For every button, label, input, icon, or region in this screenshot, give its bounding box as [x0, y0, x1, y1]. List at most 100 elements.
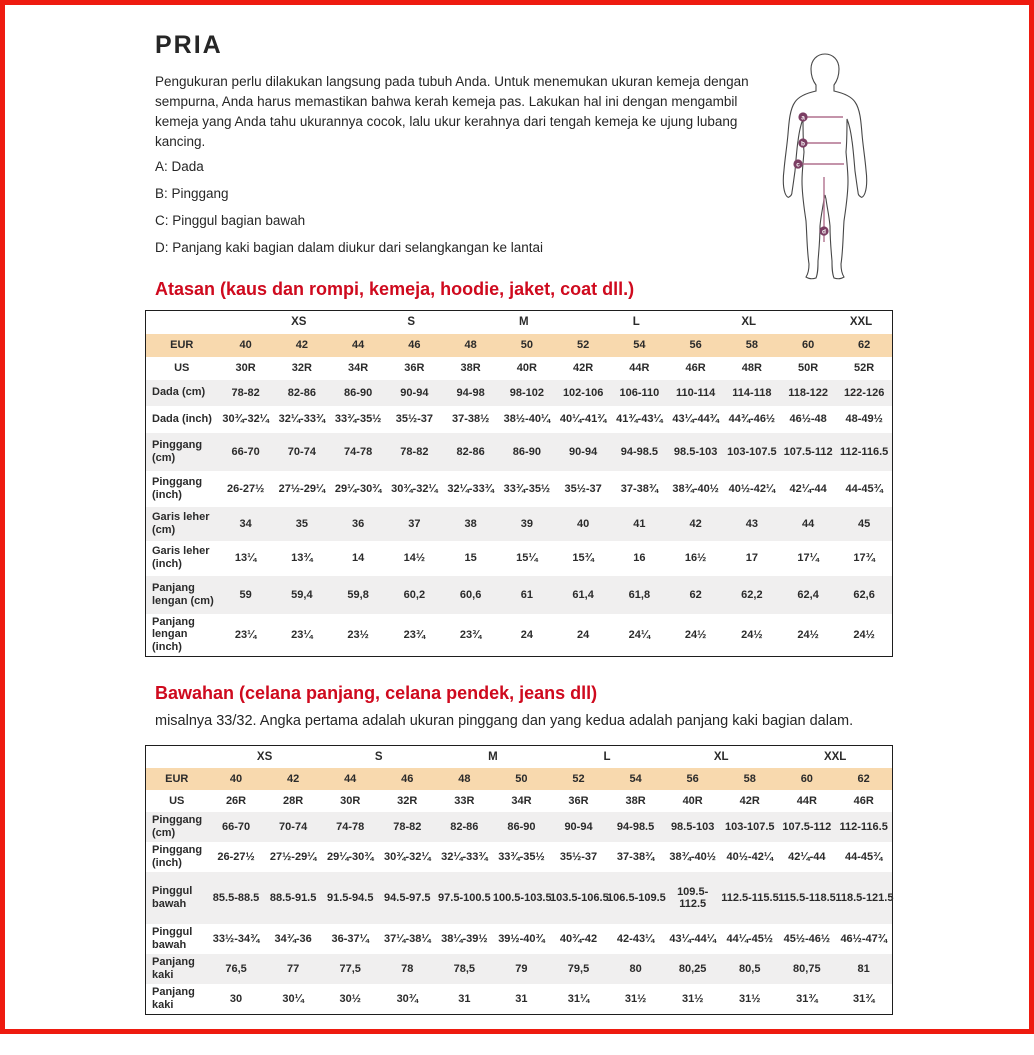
eur-size-value: 54	[607, 767, 665, 790]
measurement-row: Pinggang (inch) 26-27½ 27½-29¼ 29¼-30¾ 30¾-3…	[146, 842, 893, 872]
us-size-value: 32R	[397, 794, 418, 807]
size-value: 112-116.5	[835, 811, 893, 842]
size-value: 70-74	[273, 432, 330, 471]
size-value: 23¾	[459, 628, 482, 641]
size-value: 80	[607, 953, 665, 984]
measurement-row: Pinggang (inch) 26-27½ 27½-29¼ 29¼-30¾ 30¾-3…	[146, 471, 893, 507]
row-label: Panjang kaki	[145, 953, 208, 984]
size-value: 61,8	[611, 575, 668, 614]
size-value: 86-90	[498, 432, 555, 471]
size-value: 86-90	[330, 379, 387, 406]
size-value: 41	[611, 506, 668, 541]
size-value: 80,25	[664, 953, 722, 984]
size-group-header: S	[374, 751, 383, 764]
size-value: 30¼	[282, 992, 304, 1005]
size-value: 27½-29¼	[278, 482, 326, 495]
size-group-row: XS S M L XL XXL	[146, 746, 893, 768]
row-label: Pinggul bawah	[145, 871, 208, 924]
size-value: 30¾-32¼	[222, 413, 269, 425]
row-label: Pinggul bawah	[152, 925, 193, 951]
row-label: Panjang lengan (inch)	[152, 615, 195, 654]
size-value: 77	[264, 953, 322, 984]
size-group-header: XS	[291, 316, 307, 329]
size-group-header: XL	[713, 751, 729, 764]
section-heading-bawahan: Bawahan (celana panjang, celana pendek, …	[155, 683, 598, 704]
eur-size-value: 40	[207, 767, 265, 790]
size-table-corner	[146, 746, 208, 768]
size-value: 17¾	[853, 552, 875, 564]
eur-size-value: 58	[721, 767, 779, 790]
size-value: 38½-40¼	[503, 413, 551, 425]
size-value: 46½-47¾	[840, 932, 887, 945]
size-value: 44-45¾	[845, 850, 883, 863]
size-value: 34¾-36	[274, 932, 312, 945]
size-value: 31¾	[852, 992, 875, 1005]
size-value: 94-98.5	[607, 811, 665, 842]
us-size-value: 44R	[796, 794, 817, 807]
size-value: 62,2	[723, 575, 780, 614]
size-value: 24¼	[628, 628, 651, 641]
size-value: 61	[498, 575, 555, 614]
atasan-size-table: XS S M L XL XXL EUR 40 42 44 46 48 50 52 54 56 58 60 62 US 3…	[145, 310, 893, 658]
size-value: 31	[458, 992, 471, 1005]
size-group-header: M	[518, 316, 529, 329]
size-value: 29¼-30¾	[334, 482, 382, 495]
size-value: 80,5	[721, 953, 779, 984]
size-value: 37-38¾	[620, 482, 659, 495]
us-size-value: 26R	[225, 794, 247, 807]
measure-markers: a b c d	[793, 112, 829, 236]
size-value: 16	[633, 552, 646, 564]
size-value: 102-106	[555, 379, 612, 406]
us-size-value: 40R	[682, 794, 703, 807]
measurement-row: Garis leher (cm) 34 35 36 37 38 39 40 41 42 43 44 45	[145, 506, 893, 541]
intro-text: Pengukuran perlu dilakukan langsung pada…	[155, 74, 749, 149]
size-value: 15¼	[516, 552, 538, 564]
measurement-row: Pinggang (cm) 66-70 70-74 74-78 78-82 82-86 86…	[145, 432, 893, 471]
size-value: 82-86	[435, 811, 493, 842]
size-value: 103-107.5	[721, 811, 779, 842]
size-value: 59,4	[273, 575, 330, 614]
size-value: 35½-37	[564, 482, 602, 495]
size-value: 62,6	[836, 575, 893, 614]
size-value: 24½	[741, 628, 763, 641]
marker-c-label: c	[796, 161, 800, 168]
size-value: 31½	[681, 992, 704, 1005]
size-value: 115.5-118.5	[778, 871, 836, 924]
size-value: 32¼-33¾	[447, 482, 494, 495]
size-value: 14	[352, 552, 365, 564]
size-value: 33½-34¾	[212, 932, 260, 945]
measurement-row: Dada (inch) 30¾-32¼ 32¼-33¾ 33¾-35½ 35½-37 37…	[146, 406, 893, 433]
eur-size-value: 56	[667, 333, 724, 357]
size-value: 78-82	[217, 379, 274, 406]
us-size-value: 34R	[348, 362, 369, 374]
size-value: 44-45¾	[845, 482, 883, 495]
row-label: Garis leher (cm)	[145, 506, 218, 541]
us-label: US	[174, 362, 190, 374]
size-value: 106.5-109.5	[607, 871, 666, 924]
size-value: 45½-46½	[783, 932, 831, 945]
size-value: 118.5-121.5	[835, 871, 893, 924]
size-value: 100.5-103.5	[492, 871, 552, 924]
size-value: 32¼-33¾	[441, 850, 488, 863]
eur-size-value: 62	[835, 767, 893, 790]
us-size-value: 42R	[739, 794, 760, 807]
eur-size-value: 52	[555, 333, 612, 357]
size-value: 43	[723, 506, 780, 541]
size-group-header: XXL	[849, 316, 873, 329]
size-value: 37	[386, 506, 443, 541]
size-value: 45	[836, 506, 893, 541]
size-value: 98-102	[498, 379, 555, 406]
size-value: 35	[273, 506, 330, 541]
size-value: 23½	[347, 628, 369, 641]
size-value: 33¾-35½	[503, 482, 551, 495]
eur-label: EUR	[145, 333, 218, 357]
us-row: US 26R 28R 30R 32R 33R 34R 36R 38R 40R 42R 44R 46R	[146, 790, 893, 812]
us-size-value: 42R	[573, 362, 594, 374]
size-value: 94.5-97.5	[378, 871, 436, 924]
size-value: 62,4	[780, 575, 837, 614]
size-value: 39½-40¾	[498, 932, 545, 945]
size-value: 112.5-115.5	[721, 871, 779, 924]
row-label: Panjang kaki	[152, 985, 195, 1011]
size-value: 31½	[624, 992, 647, 1005]
eur-size-value: 46	[378, 767, 436, 790]
